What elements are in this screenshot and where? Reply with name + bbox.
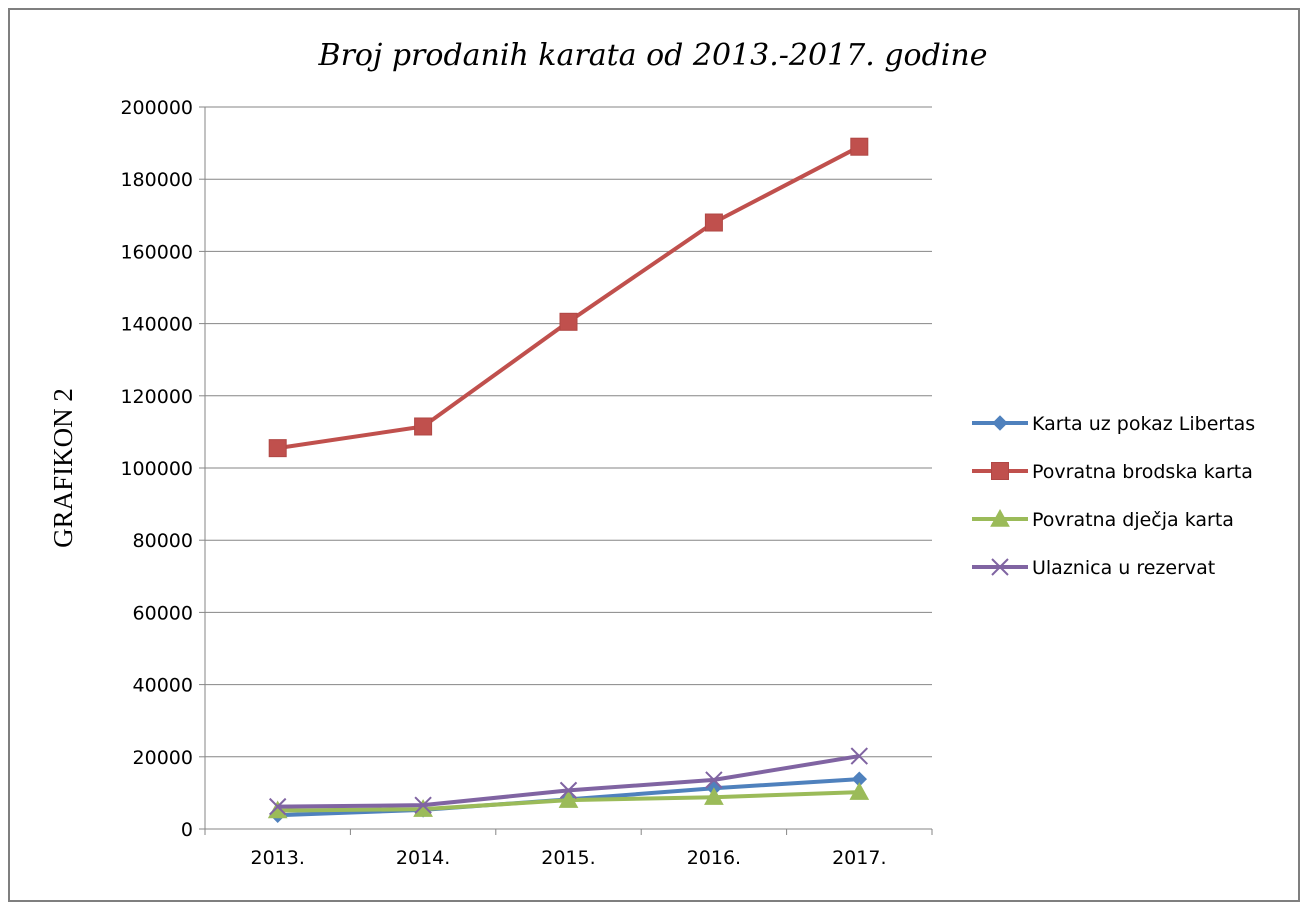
y-tick-label: 160000	[120, 241, 193, 263]
y-tick-label: 20000	[133, 747, 193, 769]
series-group	[267, 137, 870, 823]
legend: Karta uz pokaz Libertas Povratna brodska …	[972, 413, 1255, 579]
data-point	[558, 790, 579, 808]
y-tick-label: 0	[181, 819, 193, 841]
series-line	[277, 144, 861, 451]
data-point	[413, 799, 433, 817]
legend-marker	[991, 558, 1009, 576]
gridlines	[199, 106, 932, 830]
data-point	[414, 796, 432, 814]
chart-frame	[8, 8, 1300, 902]
x-tick-label: 2016.	[687, 847, 741, 869]
legend-marker	[990, 508, 1010, 527]
series-3	[267, 782, 870, 819]
legend-label: Povratna brodska karta	[1032, 461, 1253, 483]
series-2	[268, 137, 869, 458]
data-point	[704, 787, 724, 805]
data-point	[705, 771, 723, 789]
data-point	[850, 747, 869, 765]
y-tick-label: 140000	[120, 314, 193, 336]
data-point	[559, 312, 578, 331]
data-point	[850, 137, 869, 156]
legend-label: Povratna dječja karta	[1032, 509, 1234, 531]
data-point	[559, 781, 578, 800]
legend-item: Povratna dječja karta	[972, 508, 1234, 531]
y-axis-label: GRAFIKON 2	[48, 388, 78, 548]
x-tick-labels: 2013. 2014. 2015. 2016. 2017.	[250, 847, 886, 869]
x-tick-label: 2015.	[541, 847, 595, 869]
data-point	[267, 800, 288, 819]
data-point	[268, 797, 287, 816]
y-tick-label: 80000	[133, 530, 193, 552]
legend-marker	[992, 415, 1008, 431]
legend-item: Ulaznica u rezervat	[972, 557, 1215, 579]
data-point	[704, 213, 723, 232]
x-tick-label: 2013.	[250, 847, 304, 869]
data-point	[268, 439, 287, 458]
legend-label: Ulaznica u rezervat	[1032, 557, 1215, 579]
legend-item: Povratna brodska karta	[972, 461, 1253, 483]
y-tick-label: 100000	[120, 458, 193, 480]
y-tick-labels: 0 20000 40000 60000 80000 100000 120000 140000 1…	[120, 97, 193, 841]
y-tick-label: 180000	[120, 169, 193, 191]
y-tick-label: 200000	[120, 97, 193, 119]
chart-title: Broj prodanih karata od 2013.-2017. godi…	[318, 38, 988, 73]
series-4	[268, 747, 869, 816]
data-point	[849, 782, 870, 800]
x-tick-label: 2017.	[832, 847, 886, 869]
y-tick-label: 40000	[133, 675, 193, 697]
legend-item: Karta uz pokaz Libertas	[972, 413, 1255, 435]
legend-marker	[991, 462, 1009, 480]
y-tick-label: 120000	[120, 386, 193, 408]
legend-label: Karta uz pokaz Libertas	[1032, 413, 1255, 435]
y-tick-label: 60000	[133, 602, 193, 624]
data-point	[414, 417, 433, 436]
axes	[204, 107, 933, 835]
x-tick-label: 2014.	[396, 847, 450, 869]
